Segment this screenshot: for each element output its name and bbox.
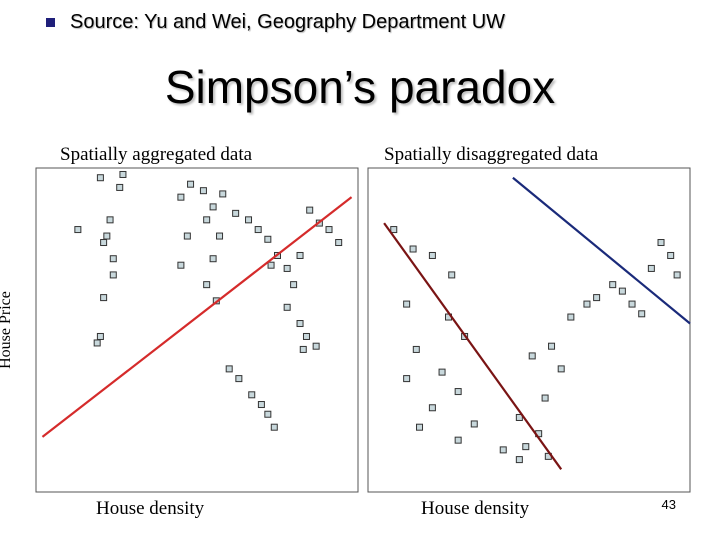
right-data-point xyxy=(515,456,523,464)
right-data-point xyxy=(428,251,436,259)
left-data-point xyxy=(257,401,265,409)
right-data-point xyxy=(667,251,675,259)
right-data-point xyxy=(448,271,456,279)
right-x-axis-label: House density xyxy=(421,498,530,519)
right-data-point xyxy=(628,300,636,308)
right-data-point xyxy=(403,375,411,383)
left-data-point xyxy=(100,294,108,302)
left-data-point xyxy=(302,332,310,340)
right-data-point xyxy=(403,300,411,308)
left-data-point xyxy=(209,255,217,263)
right-data-point xyxy=(499,446,507,454)
bullet-icon xyxy=(46,17,55,27)
left-data-point xyxy=(177,193,185,201)
left-data-point xyxy=(187,180,195,188)
left-data-point xyxy=(312,342,320,350)
right-data-point xyxy=(647,264,655,272)
right-data-point xyxy=(593,294,601,302)
right-plot-frame xyxy=(367,167,691,493)
left-data-point xyxy=(183,232,191,240)
left-data-point xyxy=(296,320,304,328)
left-data-point xyxy=(203,281,211,289)
source-text: Source: Yu and Wei, Geography Department… xyxy=(70,10,506,33)
right-data-point xyxy=(638,310,646,318)
left-data-point xyxy=(283,264,291,272)
source-line: Source: Yu and Wei, Geography Department… xyxy=(46,9,505,35)
right-fit-line-1 xyxy=(383,222,563,470)
right-data-point xyxy=(515,413,523,421)
left-data-point xyxy=(100,239,108,247)
right-data-point xyxy=(470,420,478,428)
left-data-point xyxy=(96,332,104,340)
right-data-point xyxy=(412,345,420,353)
left-data-point xyxy=(177,261,185,269)
left-data-point xyxy=(203,216,211,224)
right-data-point xyxy=(673,271,681,279)
left-data-point xyxy=(106,216,114,224)
left-data-point xyxy=(232,209,240,217)
left-data-point xyxy=(245,216,253,224)
left-data-point xyxy=(283,303,291,311)
left-data-point xyxy=(225,365,233,373)
left-data-point xyxy=(270,423,278,431)
left-data-point xyxy=(116,183,124,191)
right-data-point xyxy=(541,394,549,402)
right-data-point xyxy=(528,352,536,360)
page-number: 43 xyxy=(661,497,676,512)
left-data-point xyxy=(209,203,217,211)
right-data-point xyxy=(618,287,626,295)
right-data-point xyxy=(548,342,556,350)
right-chart-title: Spatially disaggregated data xyxy=(384,144,599,165)
right-data-point xyxy=(428,404,436,412)
left-data-point xyxy=(119,170,127,178)
right-scatter-panel xyxy=(367,167,691,493)
right-data-point xyxy=(454,436,462,444)
left-data-point xyxy=(235,375,243,383)
left-data-point xyxy=(96,174,104,182)
left-data-point xyxy=(254,226,262,234)
left-data-point xyxy=(199,187,207,195)
right-data-point xyxy=(454,388,462,396)
left-data-point xyxy=(93,339,101,347)
left-data-point xyxy=(264,235,272,243)
left-chart-title: Spatially aggregated data xyxy=(60,144,253,165)
left-data-point xyxy=(290,281,298,289)
left-data-point xyxy=(109,271,117,279)
left-data-point xyxy=(325,226,333,234)
left-data-point xyxy=(264,410,272,418)
right-data-point xyxy=(416,423,424,431)
left-data-point xyxy=(74,226,82,234)
left-data-point xyxy=(109,255,117,263)
right-data-point xyxy=(390,226,398,234)
left-data-point xyxy=(103,232,111,240)
left-data-point xyxy=(299,345,307,353)
left-data-point xyxy=(267,261,275,269)
left-scatter-panel xyxy=(35,167,359,493)
left-data-point xyxy=(306,206,314,214)
left-data-point xyxy=(335,239,343,247)
right-fit-line-2 xyxy=(512,176,691,325)
left-fit-line-1 xyxy=(41,196,353,438)
right-data-point xyxy=(438,368,446,376)
right-data-point xyxy=(609,281,617,289)
right-data-point xyxy=(657,239,665,247)
right-data-point xyxy=(409,245,417,253)
slide-title: Simpson’s paradox xyxy=(164,61,556,113)
left-data-point xyxy=(296,251,304,259)
right-data-point xyxy=(557,365,565,373)
left-data-point xyxy=(216,232,224,240)
left-data-point xyxy=(219,190,227,198)
right-data-point xyxy=(567,313,575,321)
left-x-axis-label: House density xyxy=(96,498,205,519)
right-data-point xyxy=(522,443,530,451)
left-plot-frame xyxy=(35,167,359,493)
right-data-point xyxy=(583,300,591,308)
left-data-point xyxy=(248,391,256,399)
